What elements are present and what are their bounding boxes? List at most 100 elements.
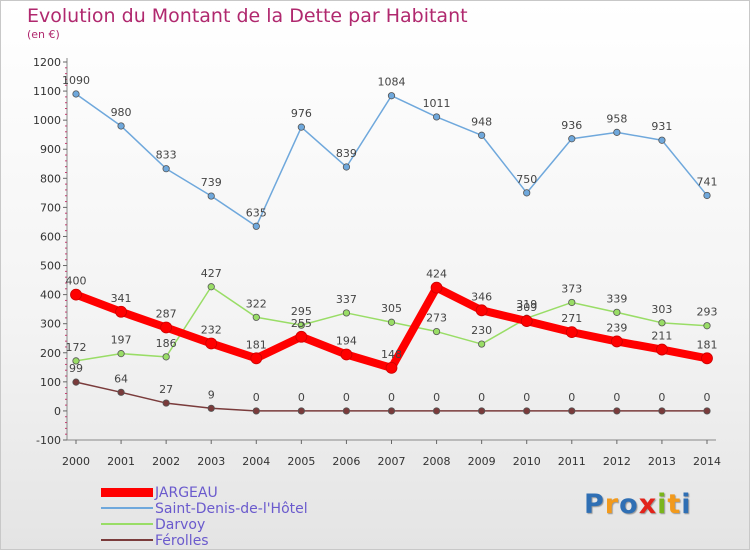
logo-letter: i — [681, 489, 692, 520]
logo-letter: P — [584, 489, 605, 520]
x-tick-label: 2002 — [152, 455, 180, 468]
data-point — [117, 122, 125, 130]
data-label: 833 — [156, 149, 177, 162]
data-label: 739 — [201, 176, 222, 189]
data-point — [162, 353, 170, 361]
data-point — [162, 399, 170, 407]
data-label: 27 — [159, 383, 173, 396]
data-label: 148 — [381, 348, 402, 361]
x-tick-label: 2011 — [558, 455, 586, 468]
data-point — [162, 165, 170, 173]
data-point — [658, 319, 666, 327]
data-label: 341 — [111, 292, 132, 305]
data-point — [430, 281, 443, 294]
data-label: 1011 — [423, 97, 451, 110]
legend-swatch-darvoy — [101, 523, 153, 525]
data-label: 0 — [433, 391, 440, 404]
data-point — [520, 315, 533, 327]
legend-swatch-saint-denis — [101, 507, 153, 509]
y-tick-label: 1100 — [33, 85, 61, 98]
data-point — [72, 90, 80, 98]
data-label: 0 — [478, 391, 485, 404]
data-label: 181 — [246, 338, 267, 351]
data-label: 271 — [561, 312, 582, 325]
data-point — [568, 298, 576, 307]
data-point — [205, 337, 218, 350]
y-tick-label: 800 — [40, 172, 61, 185]
data-point — [70, 288, 82, 301]
data-point — [297, 407, 305, 415]
data-label: 232 — [201, 323, 222, 336]
data-label: 99 — [69, 362, 83, 375]
y-tick-label: 100 — [40, 376, 61, 389]
data-label: 255 — [291, 317, 312, 330]
legend-item-jargeau: JARGEAU — [101, 485, 361, 501]
x-tick-label: 2013 — [648, 455, 676, 468]
data-label: 839 — [336, 147, 357, 160]
data-label: 293 — [697, 306, 718, 319]
data-label: 239 — [606, 321, 627, 334]
logo-letter: i — [657, 489, 668, 520]
data-point — [475, 304, 488, 317]
y-tick-label: 1000 — [33, 114, 61, 127]
legend-item-saint-denis: Saint-Denis-de-l'Hôtel — [101, 501, 361, 517]
legend-label-saint-denis: Saint-Denis-de-l'Hôtel — [155, 501, 308, 517]
data-point — [568, 135, 576, 143]
data-point — [250, 352, 263, 365]
x-tick-label: 2006 — [332, 455, 360, 468]
data-point — [613, 308, 621, 316]
data-label: 339 — [606, 292, 627, 305]
data-label: 197 — [111, 334, 132, 347]
data-label: 750 — [516, 173, 537, 186]
y-tick-label: 700 — [40, 201, 61, 214]
data-point — [297, 123, 305, 131]
x-tick-label: 2012 — [603, 455, 631, 468]
chart-title: Evolution du Montant de la Dette par Hab… — [27, 5, 468, 27]
data-point — [610, 335, 623, 348]
data-point — [523, 189, 531, 197]
y-tick-label: 600 — [40, 230, 61, 243]
data-point — [703, 322, 711, 330]
data-point — [432, 407, 441, 415]
x-tick-label: 2009 — [468, 455, 496, 468]
x-tick-label: 2007 — [378, 455, 406, 468]
data-point — [385, 361, 398, 374]
legend-label-ferolles: Férolles — [155, 533, 209, 549]
data-label: 305 — [381, 302, 402, 315]
data-label: 0 — [343, 391, 350, 404]
data-label: 0 — [523, 391, 530, 404]
data-point — [160, 321, 173, 334]
data-label: 0 — [253, 391, 260, 404]
data-point — [117, 350, 125, 358]
data-point — [658, 407, 666, 415]
data-point — [207, 404, 215, 412]
data-point — [340, 348, 353, 361]
data-label: 931 — [651, 120, 672, 133]
data-label: 400 — [66, 275, 87, 288]
data-point — [342, 407, 351, 415]
data-label: 295 — [291, 305, 312, 318]
data-label: 0 — [388, 391, 395, 404]
data-point — [297, 321, 305, 329]
data-point — [432, 327, 441, 336]
data-point — [568, 407, 576, 415]
x-tick-label: 2004 — [242, 455, 270, 468]
data-point — [72, 378, 80, 386]
y-tick-label: 900 — [40, 143, 61, 156]
data-label: 976 — [291, 107, 312, 120]
y-tick-label: 500 — [40, 260, 61, 273]
data-point — [658, 136, 666, 144]
data-point — [252, 407, 260, 415]
data-point — [342, 309, 351, 317]
data-point — [701, 352, 713, 365]
y-tick-label: 200 — [40, 347, 61, 360]
data-point — [478, 407, 486, 415]
data-point — [703, 407, 711, 415]
y-tick-label: -100 — [36, 434, 61, 447]
legend: JARGEAU Saint-Denis-de-l'Hôtel Darvoy Fé… — [101, 485, 361, 549]
data-label: 346 — [471, 290, 492, 303]
y-tick-label: 400 — [40, 289, 61, 302]
logo-letter: r — [604, 489, 620, 520]
logo-letter: x — [638, 489, 658, 520]
